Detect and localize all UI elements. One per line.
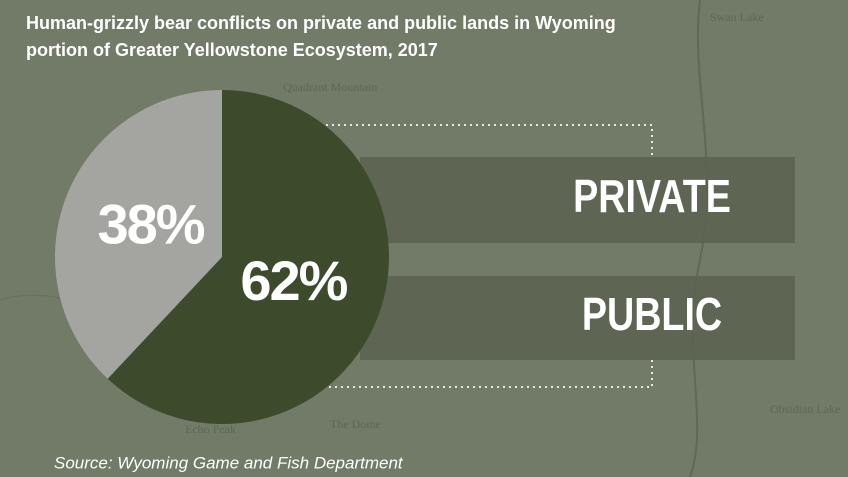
pie-slice bbox=[107, 90, 389, 424]
map-label: Echo Peak bbox=[185, 422, 236, 436]
chart-title: portion of Greater Yellowstone Ecosystem… bbox=[26, 40, 438, 60]
map-label: The Dome bbox=[330, 417, 381, 431]
connector bbox=[147, 124, 653, 157]
legend-label: PRIVATE bbox=[573, 171, 731, 222]
map-label: Swan Lake bbox=[710, 10, 764, 24]
legend-band bbox=[360, 157, 795, 243]
value-label: 62% bbox=[240, 249, 347, 312]
map-label: Quadrant Mountain bbox=[283, 80, 377, 94]
source: Source: Wyoming Game and Fish Department bbox=[54, 453, 404, 472]
chart-title: Human-grizzly bear conflicts on private … bbox=[26, 13, 616, 33]
pie-slice bbox=[54, 90, 222, 379]
legend-band bbox=[360, 276, 795, 360]
connector bbox=[289, 360, 653, 388]
value-label: 38% bbox=[98, 193, 205, 256]
legend-label: PUBLIC bbox=[582, 289, 722, 340]
map-river bbox=[689, 0, 708, 477]
pie: 62% 38% bbox=[54, 90, 389, 424]
map-label: Obsidian Lake bbox=[770, 402, 840, 416]
